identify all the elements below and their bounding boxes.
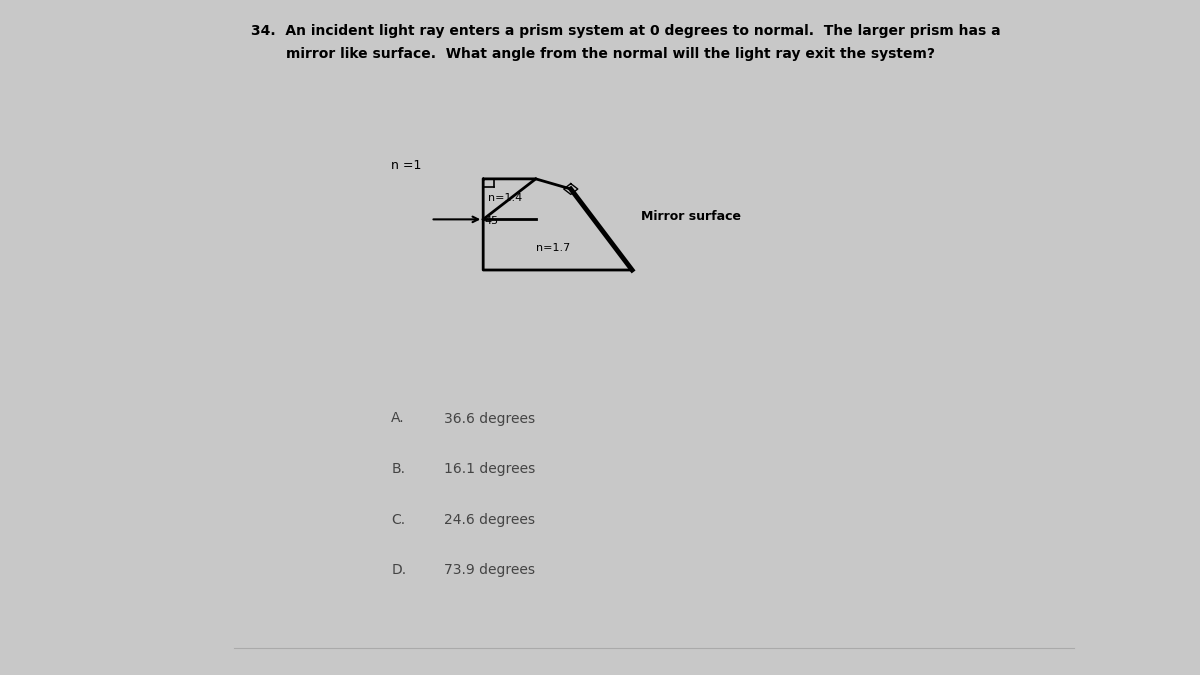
Text: D.: D. [391, 564, 407, 577]
Text: n=1.7: n=1.7 [535, 244, 570, 253]
Text: B.: B. [391, 462, 406, 476]
Text: n=1.4: n=1.4 [487, 194, 522, 203]
Text: 16.1 degrees: 16.1 degrees [444, 462, 535, 476]
Text: Mirror surface: Mirror surface [641, 209, 740, 223]
Text: 36.6 degrees: 36.6 degrees [444, 412, 535, 425]
Text: A.: A. [391, 412, 404, 425]
Text: 24.6 degrees: 24.6 degrees [444, 513, 535, 526]
Text: 45: 45 [484, 216, 498, 226]
Text: n =1: n =1 [391, 159, 421, 172]
Text: C.: C. [391, 513, 406, 526]
Text: mirror like surface.  What angle from the normal will the light ray exit the sys: mirror like surface. What angle from the… [286, 47, 935, 61]
Text: 34.  An incident light ray enters a prism system at 0 degrees to normal.  The la: 34. An incident light ray enters a prism… [251, 24, 1001, 38]
Text: 73.9 degrees: 73.9 degrees [444, 564, 535, 577]
